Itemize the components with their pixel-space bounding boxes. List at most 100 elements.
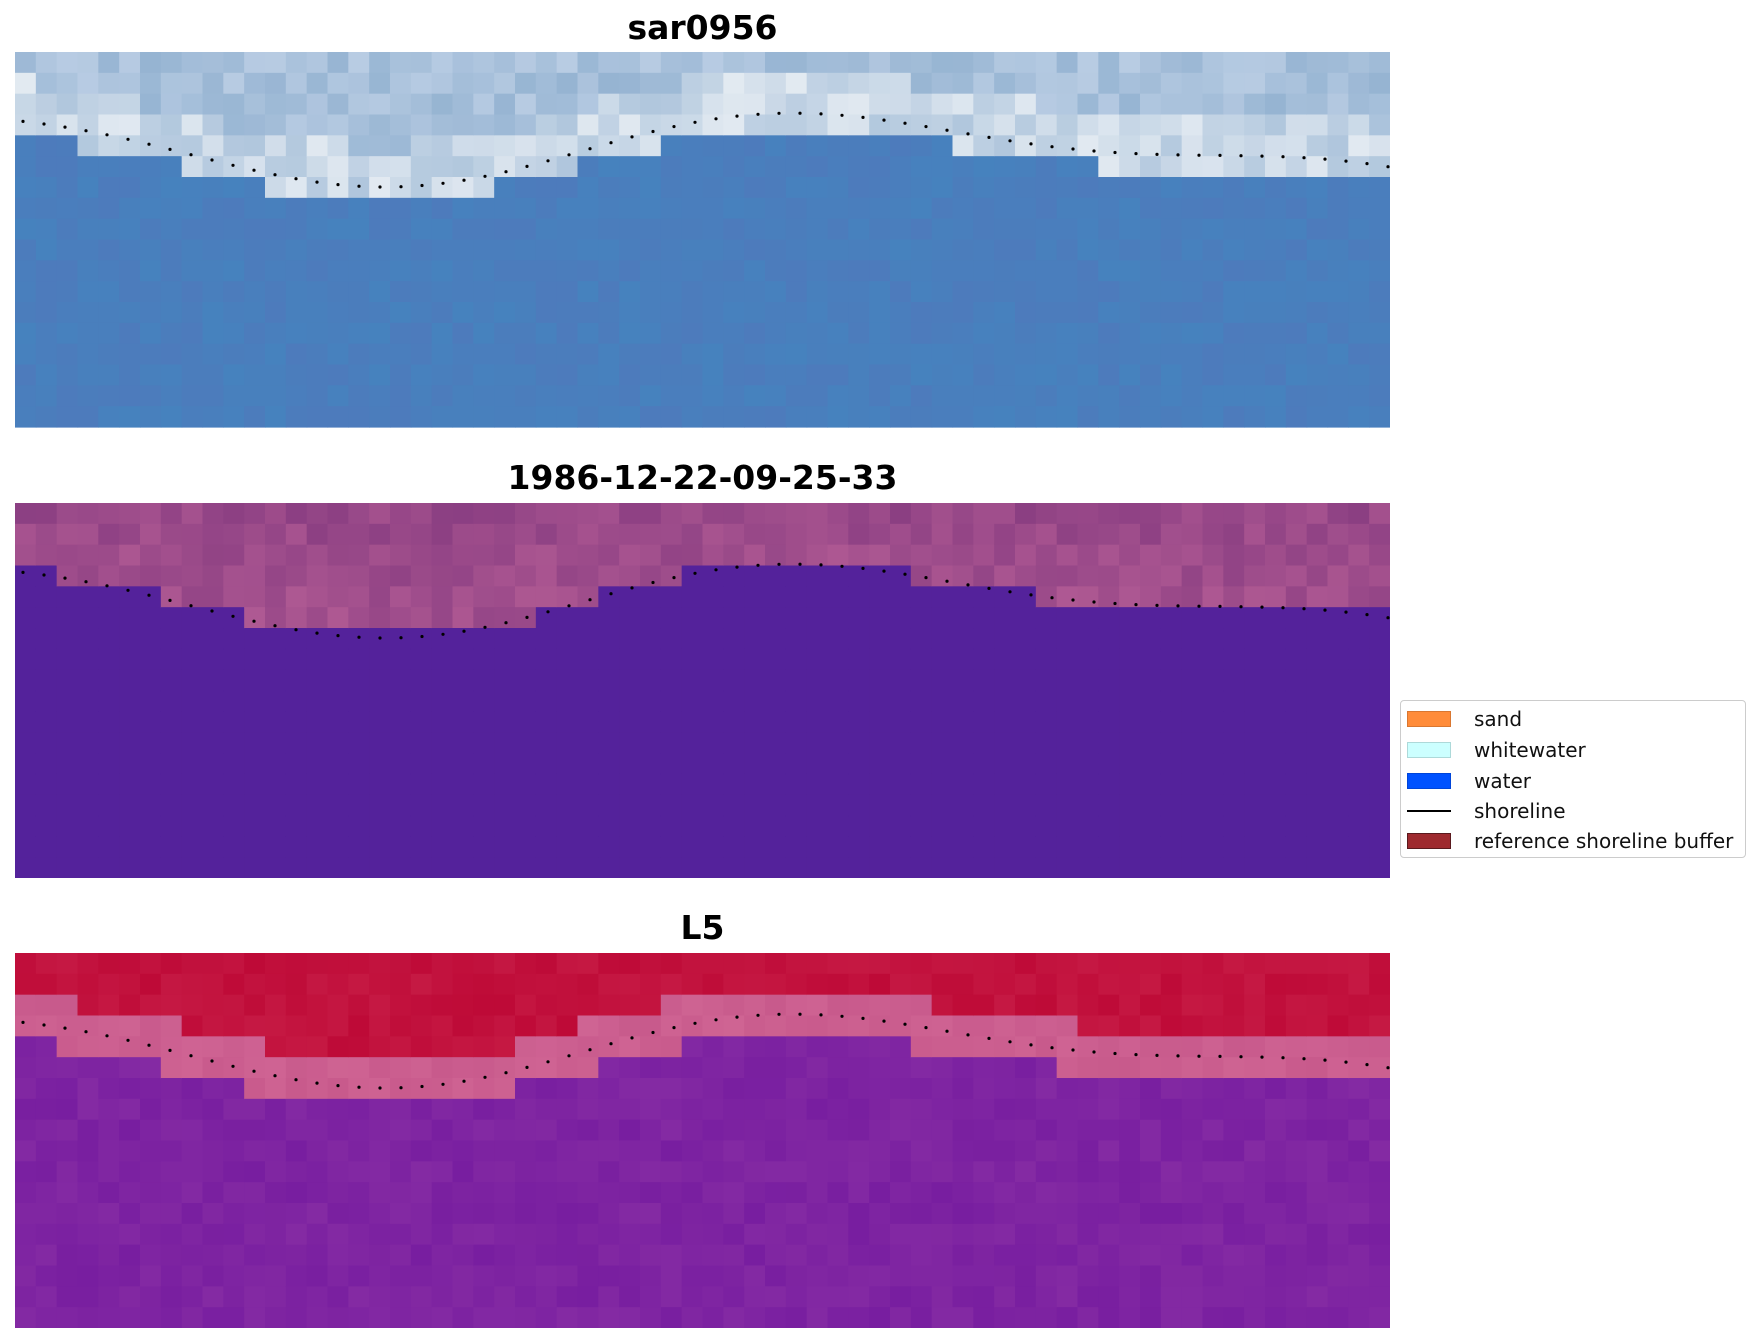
rgb-image-panel: [15, 52, 1390, 428]
shoreline-point: [399, 1086, 403, 1090]
shoreline-point: [882, 1019, 886, 1023]
shoreline-point: [105, 1034, 109, 1038]
shoreline-point: [1281, 606, 1285, 610]
shoreline-point: [861, 115, 865, 119]
shoreline-point: [714, 1018, 718, 1022]
shoreline-point: [819, 1013, 823, 1017]
shoreline-point: [777, 562, 781, 566]
shoreline-point: [588, 598, 592, 602]
shoreline-point: [525, 615, 529, 619]
shoreline-point: [1071, 147, 1075, 151]
shoreline-point: [756, 563, 760, 567]
shoreline-point: [567, 604, 571, 608]
shoreline-point: [420, 183, 424, 188]
shoreline-point: [651, 129, 655, 134]
panel-title-rgb: sar0956: [627, 8, 778, 47]
shoreline-point: [84, 580, 88, 584]
shoreline-point: [1071, 598, 1075, 602]
shoreline-point: [399, 185, 403, 189]
shoreline-point: [378, 636, 382, 640]
legend-label: sand: [1474, 707, 1523, 731]
shoreline-point: [462, 178, 466, 182]
shoreline-point: [1281, 155, 1285, 159]
panel-title-classified: 1986-12-22-09-25-33: [507, 458, 898, 497]
classified-image: [15, 503, 1390, 878]
shoreline-point: [1092, 149, 1096, 153]
shoreline-point: [21, 119, 25, 123]
shoreline-point: [147, 1043, 151, 1047]
shoreline-point: [1323, 1058, 1327, 1062]
shoreline-point: [630, 586, 634, 590]
shoreline-point: [903, 121, 907, 125]
shoreline-point: [84, 129, 88, 133]
shoreline-point: [777, 111, 781, 115]
shoreline-point: [840, 1014, 844, 1018]
shoreline-point: [924, 125, 928, 129]
shoreline-point: [882, 118, 886, 122]
shoreline-point: [441, 181, 445, 185]
shoreline-point: [420, 1084, 424, 1089]
shoreline-point: [210, 1059, 214, 1063]
shoreline-point: [798, 1012, 802, 1016]
shoreline-point: [42, 573, 46, 577]
shoreline-point: [588, 147, 592, 151]
rgb-image: [15, 52, 1390, 428]
shoreline-point: [378, 185, 382, 189]
shoreline-point: [1302, 156, 1306, 160]
shoreline-point: [609, 141, 613, 145]
shoreline-point: [651, 580, 655, 585]
shoreline-point: [315, 180, 319, 184]
shoreline-point: [1134, 1053, 1138, 1057]
shoreline-point: [231, 1064, 235, 1068]
shoreline-point: [630, 1036, 634, 1040]
shoreline-point: [1113, 601, 1117, 606]
shoreline-point: [1365, 1063, 1369, 1067]
shoreline-point: [987, 135, 991, 139]
shoreline-point: [1344, 159, 1348, 163]
shoreline-point: [693, 120, 697, 124]
shoreline-point: [966, 1033, 970, 1037]
shoreline-point: [315, 631, 319, 635]
shoreline-point: [735, 1015, 739, 1019]
shoreline-point: [21, 570, 25, 574]
shoreline-point: [1008, 1040, 1012, 1044]
shoreline-point: [588, 1048, 592, 1052]
shoreline-point: [1218, 604, 1222, 608]
shoreline-point: [1239, 154, 1243, 158]
shoreline-point: [651, 1030, 655, 1035]
shoreline-point: [252, 1069, 256, 1073]
legend-label: whitewater: [1474, 738, 1586, 762]
shoreline-point: [357, 635, 361, 639]
shoreline-point: [525, 164, 529, 168]
shoreline-point: [483, 1075, 487, 1079]
shoreline-point: [1029, 142, 1033, 146]
shoreline-point: [483, 174, 487, 178]
shoreline-point: [1113, 150, 1117, 155]
shoreline-point: [1302, 607, 1306, 611]
shoreline-point: [1155, 1053, 1159, 1057]
shoreline-point: [546, 159, 550, 163]
shoreline-point: [273, 173, 277, 177]
shoreline-point: [336, 634, 340, 638]
shoreline-point: [1134, 603, 1138, 607]
shoreline-point: [567, 153, 571, 157]
legend-label: reference shoreline buffer: [1474, 829, 1734, 853]
shoreline-point: [777, 1012, 781, 1016]
shoreline-point: [1239, 605, 1243, 609]
legend-item-buffer: reference shoreline buffer: [1407, 827, 1733, 855]
shoreline-point: [1365, 613, 1369, 617]
shoreline-point: [1218, 153, 1222, 157]
shoreline-point: [1029, 593, 1033, 597]
shoreline-point: [441, 1082, 445, 1086]
legend-item-whitewater: whitewater: [1407, 736, 1586, 764]
shoreline-point: [924, 576, 928, 580]
shoreline-point: [1260, 154, 1264, 158]
shoreline-point: [756, 112, 760, 116]
shoreline-point: [126, 1038, 130, 1042]
legend-label: water: [1474, 769, 1531, 793]
shoreline-point: [294, 628, 298, 632]
shoreline-point: [1386, 616, 1390, 620]
shoreline-dots: [21, 1012, 1390, 1090]
shoreline-point: [840, 564, 844, 568]
shoreline-point: [147, 593, 151, 597]
